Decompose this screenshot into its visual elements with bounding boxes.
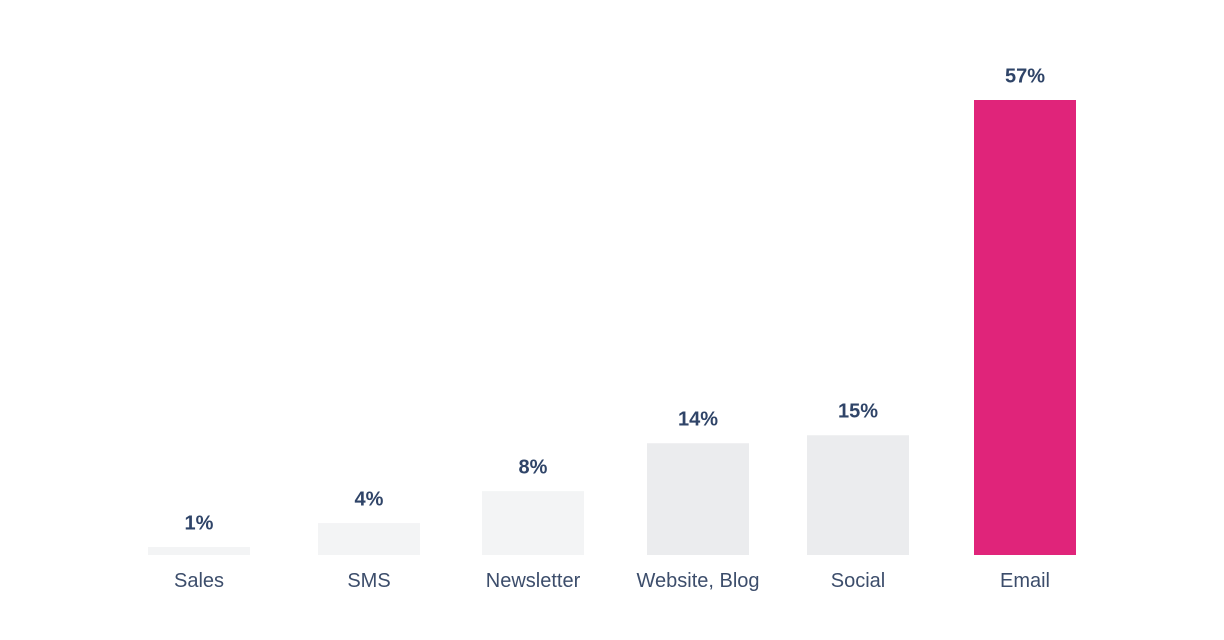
category-label: Website, Blog — [636, 570, 760, 592]
category-label: Sales — [173, 570, 225, 592]
value-label: 14% — [678, 409, 718, 431]
category-label: SMS — [347, 570, 391, 592]
value-label: 4% — [355, 488, 384, 510]
bar — [807, 435, 909, 555]
category-label: Email — [999, 570, 1050, 592]
category-label: Newsletter — [485, 570, 581, 592]
value-label: 57% — [1005, 65, 1045, 87]
value-label: 1% — [185, 512, 214, 534]
category-label: Social — [830, 570, 886, 592]
bar — [647, 443, 749, 555]
bar — [482, 491, 584, 555]
value-label: 8% — [519, 456, 548, 478]
bar — [318, 523, 420, 555]
value-label: 15% — [838, 401, 878, 423]
bar — [148, 547, 250, 555]
bar — [974, 100, 1076, 555]
